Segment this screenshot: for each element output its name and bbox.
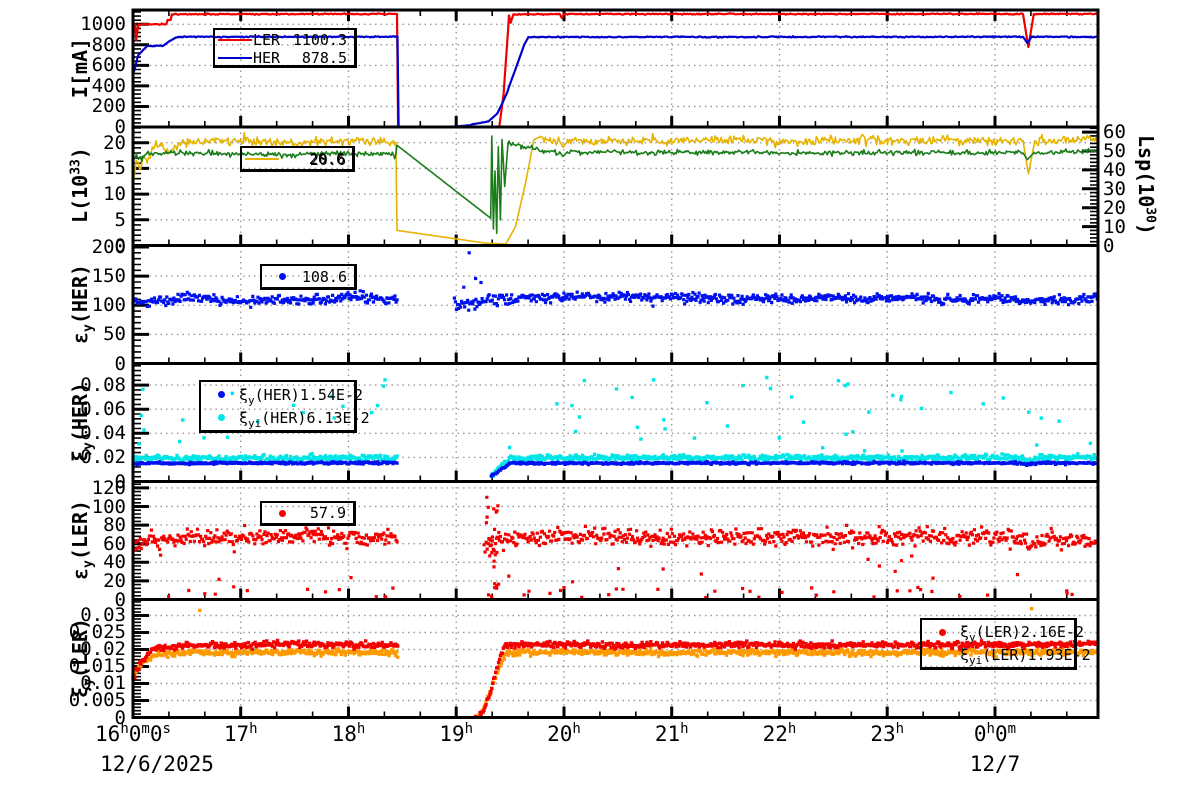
- xtick-minor: [168, 357, 1068, 364]
- xtick-minor: [168, 239, 1068, 246]
- ytick-major: [133, 245, 149, 336]
- text: ξ: [960, 623, 970, 642]
- series-xiy(LER): [131, 638, 1100, 719]
- legend-ey_ler: 57.9: [260, 501, 356, 526]
- text: (LER): [975, 623, 1021, 642]
- legend-entry: LER 1100.3: [217, 31, 347, 49]
- legend-line-swatch: [244, 157, 280, 160]
- ytick-major: [133, 22, 149, 108]
- series-HER: [131, 34, 1099, 129]
- legend-value: 1100.3: [292, 31, 347, 49]
- legend-value: 57.9: [309, 504, 346, 522]
- swatch-color: [217, 391, 225, 398]
- legend-dot-swatch: [203, 414, 239, 421]
- swatch-color: [278, 509, 286, 517]
- swatch-color: [938, 651, 946, 659]
- legend-entry: ξy(HER) 1.54E-2: [203, 385, 363, 407]
- legend-value: 6.13E-2: [306, 408, 370, 427]
- legend-entry: 108.6: [264, 268, 347, 286]
- swatch-color: [938, 628, 946, 636]
- legend-line-swatch: [217, 57, 253, 59]
- legend-value: 1.54E-2: [299, 385, 364, 404]
- legend-entry: 57.9: [264, 504, 346, 522]
- swatch-color: [217, 414, 225, 421]
- legend-dot-swatch: [203, 391, 239, 398]
- legend-label: ξy(HER): [239, 385, 300, 407]
- legend-current: LER 1100.3 HER 878.5: [213, 28, 357, 68]
- xtick-minor: [168, 711, 1068, 718]
- legend-entry: ξyi(HER) 6.13E-2: [203, 408, 370, 430]
- legend-dot-swatch: [264, 509, 300, 517]
- text: ξ: [239, 385, 249, 404]
- text: ξ: [239, 408, 249, 427]
- ytick-major: [133, 141, 149, 222]
- legend-value: 2.16E-2: [1020, 623, 1085, 642]
- sub: y: [248, 393, 255, 407]
- legend-label: HER: [253, 49, 280, 67]
- series-xiy(HER): [131, 459, 1099, 478]
- swatch-color: [245, 157, 279, 160]
- text: LER: [253, 31, 281, 49]
- ytick-minor: [133, 601, 141, 715]
- legend-label: ξyi(HER): [239, 408, 307, 430]
- text: ξ: [960, 645, 970, 664]
- legend-label: ξy(LER): [960, 623, 1021, 645]
- text: (HER): [254, 385, 300, 404]
- legend-value: 1.93E-2: [1027, 645, 1091, 664]
- legend-entry: ξyi(LER) 1.93E-2: [924, 645, 1091, 667]
- panel-xi_ler: [131, 598, 1100, 719]
- legend-entry: ξy(LER) 2.16E-2: [924, 623, 1084, 645]
- legend-dot-swatch: [924, 628, 960, 636]
- swatch-color: [218, 57, 252, 59]
- legend-line-swatch: [217, 39, 253, 41]
- swatch-color: [278, 273, 286, 280]
- series-xiyi(HER): [131, 375, 1099, 478]
- sub: y: [969, 631, 976, 645]
- sub: yi: [969, 653, 983, 667]
- series-L: [132, 135, 1099, 234]
- legend-dot-swatch: [924, 651, 960, 659]
- legend-value: 20.6: [308, 149, 345, 168]
- text: (LER): [982, 645, 1028, 664]
- ytick-minor: [133, 127, 141, 242]
- legend-label: LER: [253, 31, 280, 49]
- legend-xi_ler: ξy(LER) 2.16E-2 ξyi(LER) 1.93E-2: [920, 618, 1091, 670]
- sub: yi: [248, 416, 262, 430]
- grid-h: [133, 275, 1098, 336]
- panel-frame: [131, 598, 1100, 719]
- legend-entry: HER 878.5: [217, 49, 347, 67]
- legend-luminosity: 20.6: [240, 146, 355, 172]
- text: (HER): [261, 408, 307, 427]
- legend-xi_her: ξy(HER) 1.54E-2 ξyi(HER) 6.13E-2: [199, 380, 370, 433]
- series-Lsp: [132, 131, 1098, 245]
- legend-label: ξyi(LER): [960, 645, 1028, 667]
- ytick-minor: [133, 365, 141, 478]
- series-ey(HER): [131, 251, 1099, 312]
- legend-entry: 20.6: [244, 150, 345, 168]
- xtick-minor: [168, 475, 1068, 482]
- legend-value: 878.5: [301, 49, 347, 67]
- legend-ey_her: 108.6: [260, 264, 357, 290]
- series-LER: [132, 12, 1099, 129]
- legend-dot-swatch: [264, 273, 300, 280]
- text: HER: [253, 49, 281, 67]
- legend-value: 108.6: [301, 267, 347, 286]
- xtick-minor: [168, 10, 1068, 127]
- swatch-color: [218, 39, 252, 41]
- ytick-right-major: [1082, 130, 1098, 229]
